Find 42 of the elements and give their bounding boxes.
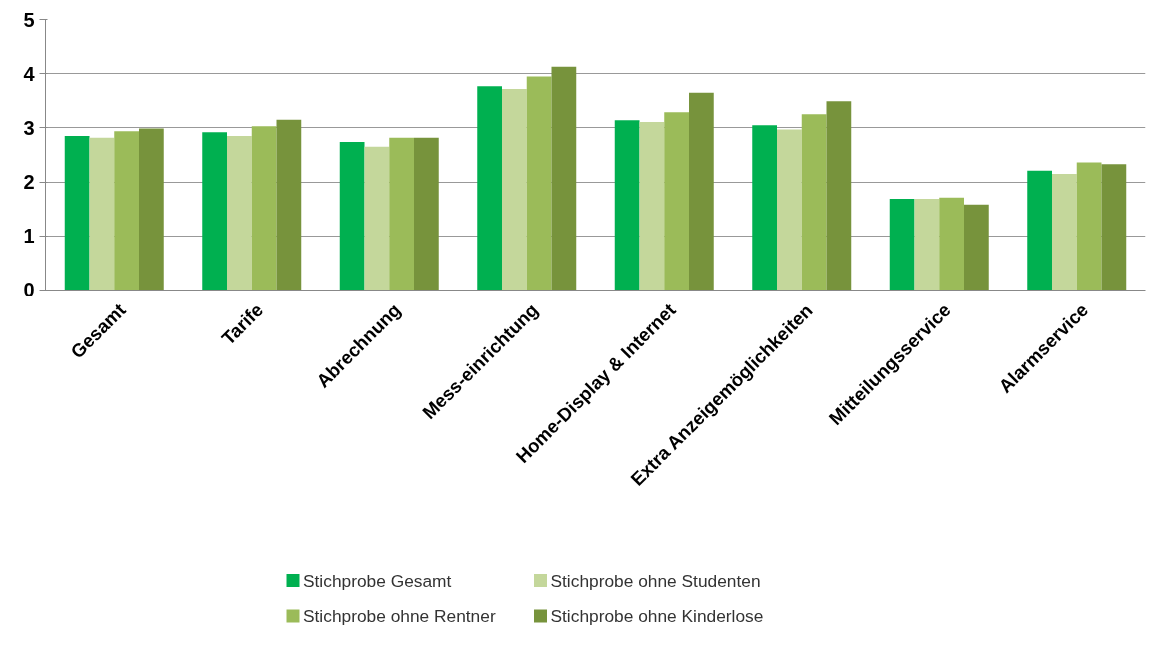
bar xyxy=(414,137,439,291)
bar xyxy=(614,120,640,291)
bar xyxy=(389,137,414,291)
bar xyxy=(752,125,777,291)
bar xyxy=(114,131,139,291)
bar xyxy=(1052,173,1077,291)
bar xyxy=(914,198,940,291)
legend-label: Stichprobe Gesamt xyxy=(303,570,452,591)
bar xyxy=(251,126,277,291)
bar xyxy=(364,146,390,291)
bar xyxy=(339,141,365,291)
y-tick-label: 1 xyxy=(23,225,35,248)
bar xyxy=(801,114,827,291)
legend-label: Stichprobe ohne Rentner xyxy=(303,606,496,626)
y-tick-label: 3 xyxy=(23,116,35,139)
y-tick-label: 2 xyxy=(23,171,35,194)
y-tick-label: 0 xyxy=(23,278,35,301)
y-tick-label: 5 xyxy=(23,8,35,31)
bar xyxy=(689,92,714,291)
bar xyxy=(276,119,302,291)
bar xyxy=(939,197,964,291)
bar xyxy=(777,129,802,291)
bar xyxy=(89,137,115,291)
bar xyxy=(664,112,689,291)
bar xyxy=(526,76,552,291)
bar xyxy=(64,136,90,291)
bar xyxy=(1076,162,1102,291)
bar xyxy=(139,128,164,291)
legend-label: Stichprobe ohne Kinderlose xyxy=(550,606,764,626)
bar xyxy=(502,88,527,291)
legend-label: Stichprobe ohne Studenten xyxy=(550,570,761,591)
bar xyxy=(1027,170,1052,291)
y-tick-label: 4 xyxy=(23,62,36,85)
bar xyxy=(551,66,577,291)
bar xyxy=(477,86,502,291)
bar xyxy=(826,101,852,291)
bar xyxy=(889,198,915,291)
bar xyxy=(964,204,989,291)
bar xyxy=(227,136,252,291)
bar xyxy=(1101,164,1127,291)
bar xyxy=(202,132,227,291)
bar xyxy=(639,121,665,291)
